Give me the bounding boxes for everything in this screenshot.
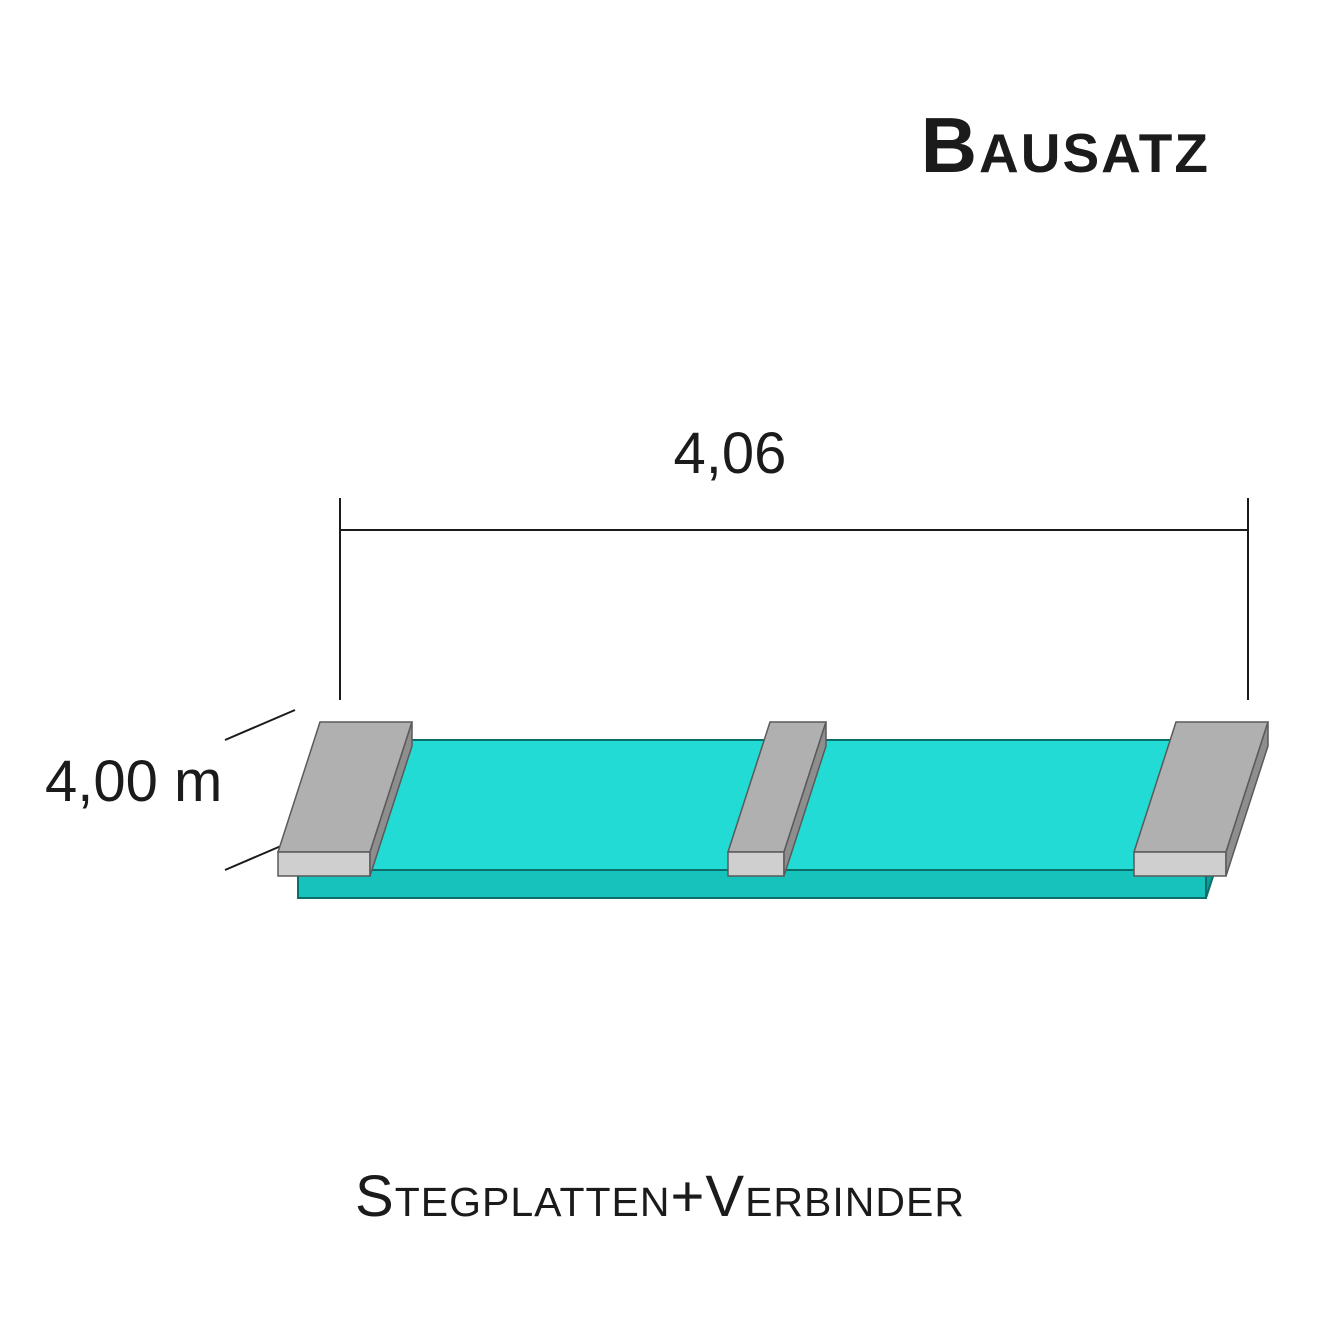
bausatz-diagram xyxy=(0,0,1320,1320)
dimension-width-line xyxy=(340,498,1248,700)
subtitle: Stegplatten+Verbinder xyxy=(0,1163,1320,1230)
diagram-canvas: Bausatz 4,06 4,00 m xyxy=(0,0,1320,1320)
